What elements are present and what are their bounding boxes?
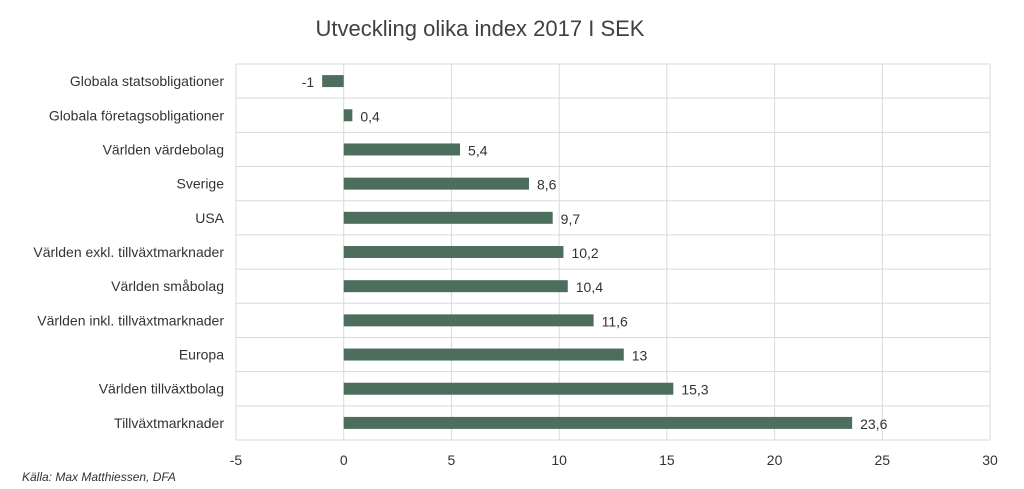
category-label: Världen inkl. tillväxtmarknader — [37, 312, 224, 328]
bar — [343, 177, 529, 190]
data-label: 15,3 — [681, 382, 708, 398]
bar — [343, 382, 674, 395]
bar — [322, 75, 344, 88]
x-tick-label: 15 — [659, 452, 675, 468]
category-label: Globala företagsobligationer — [49, 107, 224, 123]
x-tick-label: -5 — [230, 452, 243, 468]
category-label: Europa — [179, 347, 224, 363]
x-tick-label: 25 — [874, 452, 890, 468]
bar — [343, 348, 624, 361]
data-label: 10,4 — [576, 279, 603, 295]
bars — [322, 75, 853, 429]
bar — [343, 143, 461, 156]
data-label: 9,7 — [561, 211, 581, 227]
labels: -5 0 5 10 15 20 25 30 Globala statsobligationer -… — [33, 73, 998, 468]
data-label: 11,6 — [602, 313, 628, 329]
bar — [343, 280, 568, 293]
x-tick-label: 5 — [448, 452, 456, 468]
chart-title: Utveckling olika index 2017 I SEK — [315, 16, 645, 41]
category-label: Världen småbolag — [111, 278, 224, 294]
category-label: Tillväxtmarknader — [114, 415, 224, 431]
category-label: USA — [195, 210, 224, 226]
category-label: Globala statsobligationer — [70, 73, 224, 89]
bar — [343, 211, 553, 224]
x-tick-label: 20 — [767, 452, 783, 468]
data-label: -1 — [302, 74, 315, 90]
data-label: 0,4 — [360, 108, 380, 124]
x-tick-label: 0 — [340, 452, 348, 468]
category-label: Världen värdebolag — [103, 141, 224, 157]
source-note: Källa: Max Matthiessen, DFA — [22, 470, 176, 484]
bar — [343, 109, 353, 122]
data-label: 13 — [632, 348, 648, 364]
data-label: 8,6 — [537, 177, 557, 193]
data-label: 23,6 — [860, 416, 887, 432]
x-tick-label: 30 — [982, 452, 998, 468]
bar — [343, 416, 853, 429]
category-label: Sverige — [177, 176, 225, 192]
bar — [343, 314, 594, 327]
data-label: 5,4 — [468, 142, 488, 158]
x-tick-label: 10 — [551, 452, 567, 468]
category-label: Världen tillväxtbolag — [99, 381, 224, 397]
data-label: 10,2 — [571, 245, 598, 261]
category-label: Världen exkl. tillväxtmarknader — [33, 244, 224, 260]
bar — [343, 246, 564, 258]
